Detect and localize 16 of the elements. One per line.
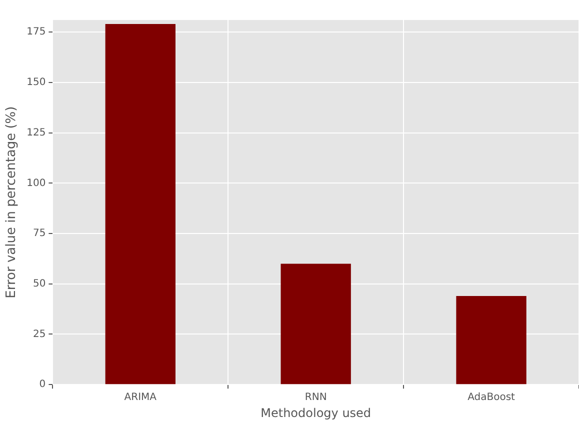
y-tick-label: 75 bbox=[32, 228, 46, 240]
x-tick-label: RNN bbox=[304, 392, 327, 404]
bar bbox=[105, 24, 176, 384]
y-tick-label: 175 bbox=[26, 26, 46, 38]
x-tick-label: AdaBoost bbox=[468, 392, 516, 404]
y-tick-label: 0 bbox=[39, 379, 46, 390]
y-tick-label: 125 bbox=[26, 127, 46, 138]
y-axis-title: Error value in percentage (%) bbox=[4, 106, 20, 298]
y-tick-label: 100 bbox=[26, 178, 46, 189]
y-tick-label: 150 bbox=[26, 77, 46, 88]
bar bbox=[456, 296, 526, 384]
y-tick-label: 50 bbox=[32, 278, 46, 290]
bar bbox=[280, 264, 351, 384]
x-tick-label: ARIMA bbox=[124, 392, 157, 404]
x-axis-title: Methodology used bbox=[260, 406, 372, 420]
y-tick-label: 25 bbox=[32, 328, 46, 340]
